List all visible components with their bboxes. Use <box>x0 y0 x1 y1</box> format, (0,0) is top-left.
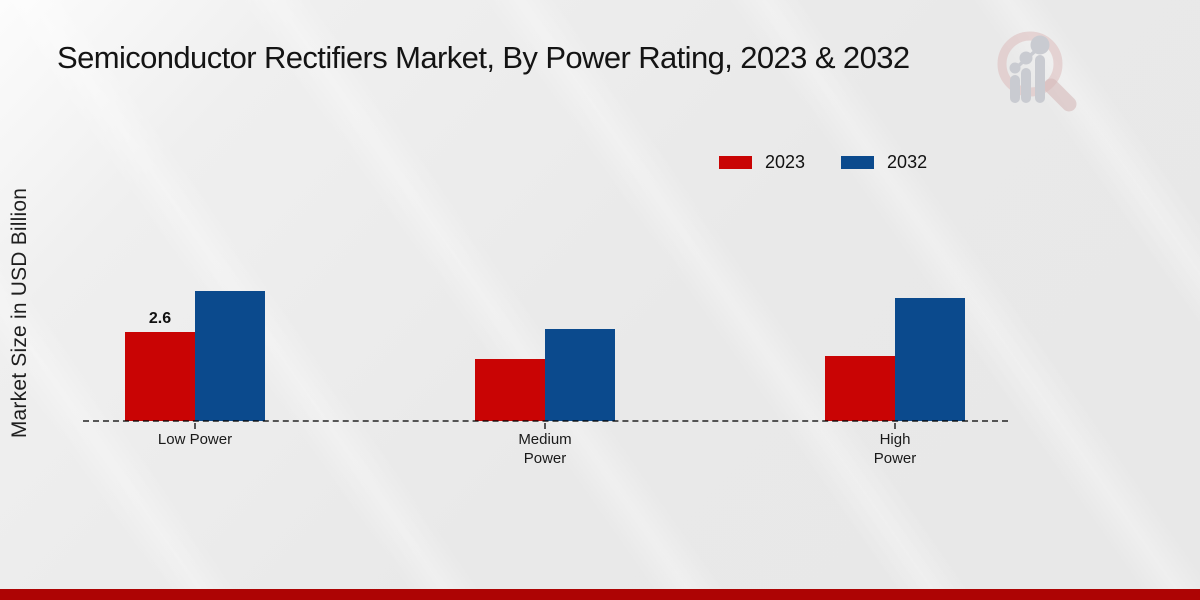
legend-swatch-2032 <box>841 156 875 169</box>
legend-label-2023: 2023 <box>765 152 806 172</box>
y-axis-label: Market Size in USD Billion <box>8 187 31 439</box>
category-label-low-power: Low Power <box>157 431 233 448</box>
bar-2032-low-power <box>195 291 265 421</box>
chart-title: Semiconductor Rectifiers Market, By Powe… <box>57 40 910 75</box>
bar-2023-low-power <box>125 332 195 421</box>
category-label-medium-power: Medium Power <box>518 431 572 467</box>
footer-accent-bar <box>0 589 1200 600</box>
legend-swatch-2023 <box>719 156 752 169</box>
category-label-high-power: High Power <box>873 431 917 467</box>
market-research-magnifier-logo-icon <box>997 31 1077 112</box>
bar-2023-medium-power <box>475 359 545 421</box>
x-axis-baseline <box>83 420 1008 422</box>
legend-item-2023: 2023 <box>719 152 805 173</box>
bar-2032-high-power <box>895 298 965 421</box>
axis-tick <box>194 423 196 429</box>
axis-tick <box>894 423 896 429</box>
legend: 2023 2032 <box>719 152 927 173</box>
axis-tick <box>544 423 546 429</box>
bar-2032-medium-power <box>545 329 615 421</box>
bar-value-label: 2.6 <box>148 310 172 327</box>
legend-label-2032: 2032 <box>887 152 928 172</box>
legend-item-2032: 2032 <box>841 152 927 173</box>
bar-2023-high-power <box>825 356 895 421</box>
